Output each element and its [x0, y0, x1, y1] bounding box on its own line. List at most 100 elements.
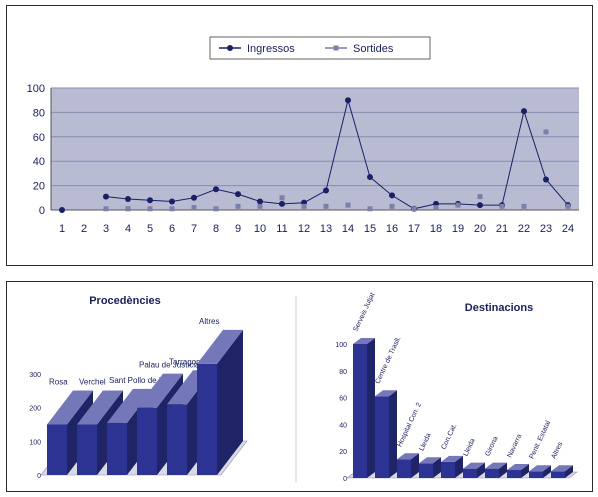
bar-side — [499, 462, 507, 478]
data-point-sortides — [543, 129, 549, 135]
bar-top — [137, 373, 183, 408]
x-tick-label: 2 — [81, 223, 87, 235]
data-point-sortides — [345, 202, 351, 208]
bar-front — [419, 463, 433, 478]
bar-charts-panel: Procedències 0 100 200 300 Rosa Verchel Sant Po… — [6, 281, 593, 492]
data-point-sortides — [301, 203, 307, 209]
bar-front — [441, 461, 455, 478]
bar-top — [551, 465, 573, 472]
data-point-ingressos — [521, 108, 527, 115]
bar-5: Altres — [197, 317, 243, 475]
category-label: Altres — [550, 441, 564, 461]
x-tick-label: 13 — [320, 223, 332, 235]
y-tick-label: 200 — [29, 406, 41, 413]
data-point-sortides — [521, 203, 527, 209]
bar-top — [397, 453, 419, 460]
chart-title: Procedències — [89, 295, 161, 307]
data-point-ingressos — [279, 200, 285, 207]
x-tick-label: 24 — [562, 223, 574, 235]
bar-side — [411, 453, 419, 478]
series-line-ingressos — [105, 98, 569, 210]
y-tick-label: 0 — [39, 205, 45, 217]
bar-6: Girona — [484, 435, 507, 478]
bar-chart-2: Destinacions 0 20 40 60 80 100 Serveis Jutjat Ce… — [335, 292, 578, 483]
legend-marker-ingressos — [227, 45, 233, 51]
y-tick-label: 300 — [29, 372, 41, 379]
bar-front — [375, 396, 389, 478]
bar-top — [107, 388, 153, 423]
x-tick-label: 18 — [430, 223, 442, 235]
x-tick-label: 15 — [364, 223, 376, 235]
y-tick-label: 20 — [33, 181, 45, 193]
data-point-sortides — [389, 203, 395, 209]
bar-top — [463, 462, 485, 469]
bar-7: Navarra — [506, 433, 529, 478]
data-point-sortides — [565, 203, 571, 209]
bar-chart-1: Procedències 0 100 200 300 Rosa Verchel Sant Po… — [29, 295, 248, 480]
bar-top — [47, 390, 93, 425]
category-label: Rosa — [49, 378, 68, 387]
bar-top — [441, 455, 463, 462]
x-tick-label: 20 — [474, 223, 486, 235]
bar-top — [353, 338, 375, 344]
data-point-sortides — [103, 206, 109, 212]
y-tick-label: 80 — [33, 107, 45, 119]
legend-label-sortides: Sortides — [353, 43, 394, 55]
x-tick-label: 19 — [452, 223, 464, 235]
legend: Ingressos Sortides — [209, 36, 431, 60]
data-point-sortides — [411, 206, 417, 212]
legend-marker-sortides — [333, 45, 339, 51]
category-label: Lleida — [418, 432, 432, 452]
y-tick-label: 20 — [339, 449, 347, 456]
bar-top — [485, 462, 507, 469]
x-tick-label: 16 — [386, 223, 398, 235]
bar-side — [521, 463, 529, 478]
bar-side — [565, 465, 573, 478]
x-tick-label: 3 — [103, 223, 109, 235]
bar-front — [463, 468, 477, 478]
bar-front — [137, 407, 157, 475]
x-tick-label: 11 — [276, 223, 287, 235]
data-point-ingressos — [477, 202, 483, 209]
x-tick-label: 21 — [496, 223, 508, 235]
bar-4: Con.Cat. — [440, 423, 463, 478]
bar-front — [397, 459, 411, 478]
x-tick-label: 1 — [59, 223, 65, 235]
bar-front — [529, 471, 543, 478]
category-label: Girona — [484, 435, 499, 457]
x-tick-label: 12 — [298, 223, 310, 235]
bar-side — [433, 457, 441, 478]
chart-title: Destinacions — [465, 302, 533, 314]
data-point-sortides — [477, 194, 483, 200]
bar-top — [77, 390, 123, 425]
bar-5: Lleida — [462, 437, 485, 478]
y-tick-label: 100 — [29, 439, 41, 446]
bar-side — [543, 465, 551, 478]
bar-side — [455, 455, 463, 478]
y-tick-label: 100 — [335, 342, 347, 349]
data-point-sortides — [455, 202, 461, 208]
bar-side — [389, 390, 397, 478]
category-label: Sant Pollo de Ll — [109, 376, 165, 385]
legend-box — [209, 36, 431, 60]
x-tick-label: 4 — [125, 223, 131, 235]
bar-front — [107, 422, 127, 475]
bar-front — [507, 469, 521, 478]
bar-front — [197, 363, 217, 475]
category-label: Hospital Con. 2 — [396, 402, 423, 448]
bar-top — [419, 457, 441, 464]
data-point-sortides — [147, 206, 153, 212]
y-tick-label: 40 — [339, 422, 347, 429]
data-point-ingressos — [59, 207, 65, 213]
category-label: Centre de Trasll. — [374, 336, 402, 386]
data-point-ingressos — [389, 192, 395, 199]
bar-0: Serveis Jutjat — [352, 292, 377, 478]
category-label: Navarra — [506, 433, 523, 459]
x-tick-label: 22 — [518, 223, 530, 235]
line-chart-panel: 0 20 40 60 80 100 1 2 3 4 5 6 7 8 9 10 11 12 13 14 15 16 17 18 1… — [6, 5, 593, 266]
data-point-ingressos — [235, 191, 241, 198]
x-tick-label: 14 — [342, 223, 354, 235]
bar-front — [485, 468, 499, 478]
data-point-ingressos — [103, 193, 109, 200]
